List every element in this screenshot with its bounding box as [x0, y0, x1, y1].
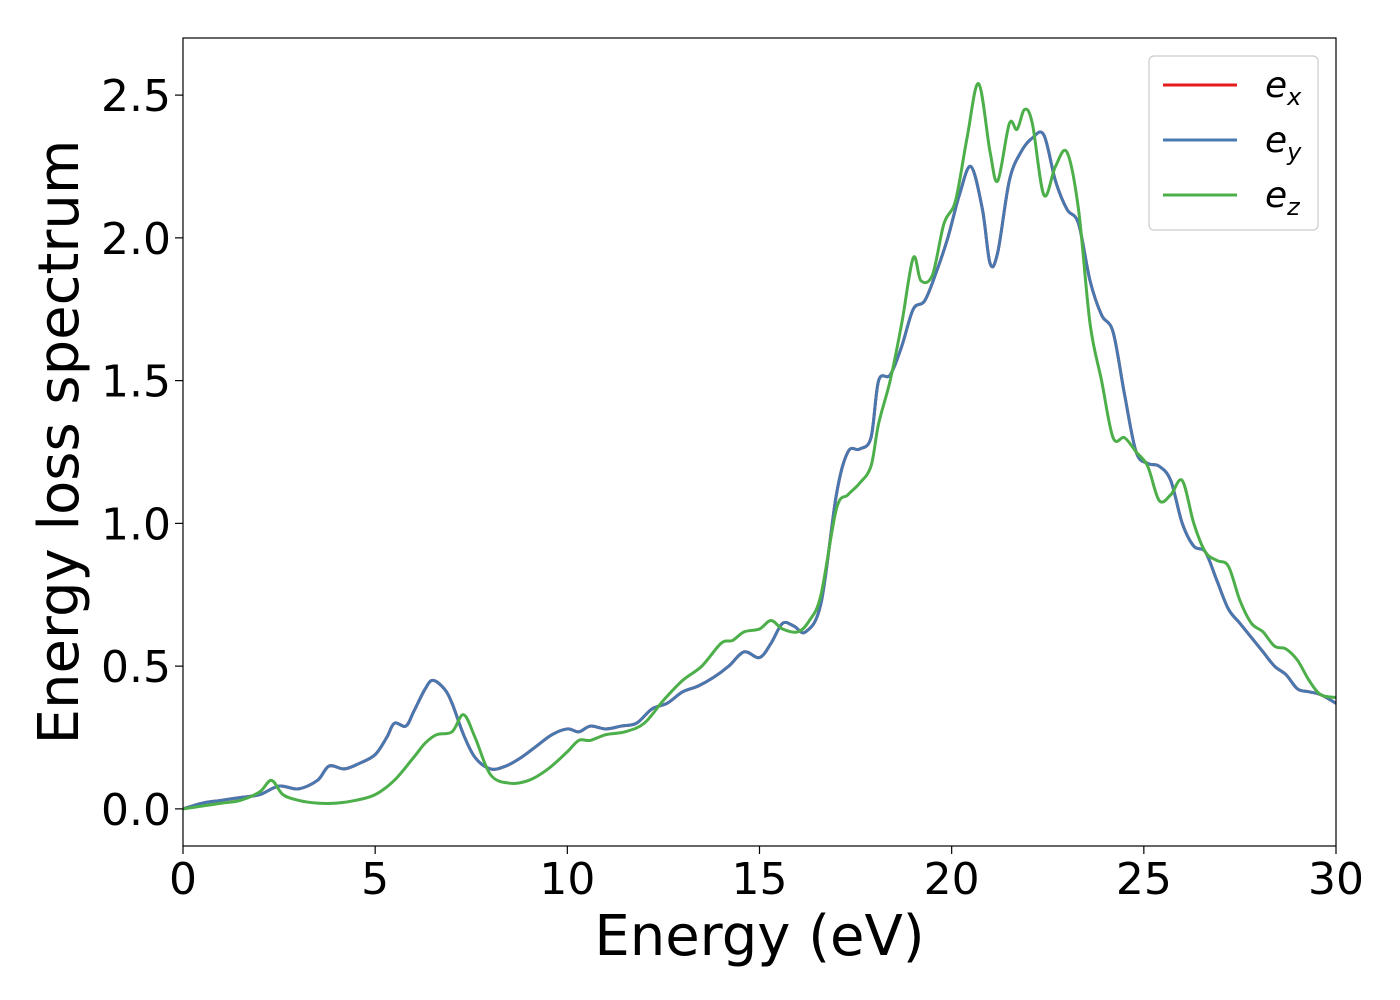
series-line-z	[182, 82, 1337, 811]
y-tick-label: 1.0	[101, 499, 171, 550]
series-layer	[182, 82, 1337, 811]
y-axis-label: Energy loss spectrum	[27, 140, 92, 745]
y-tick-label: 0.0	[101, 785, 171, 836]
y-tick-label: 1.5	[101, 357, 171, 408]
x-tick-label: 5	[361, 854, 389, 905]
series-line-y	[182, 130, 1337, 811]
y-axis: 0.0 0.5 1.0 1.5 2.0 2.5	[101, 71, 183, 836]
x-tick-label: 10	[539, 854, 595, 905]
y-tick-label: 0.5	[101, 642, 171, 693]
legend-box	[1148, 55, 1319, 231]
x-tick-label: 0	[169, 854, 197, 905]
y-tick-label: 2.5	[101, 71, 171, 122]
x-tick-label: 20	[924, 854, 980, 905]
y-tick-label: 2.0	[101, 214, 171, 265]
x-axis-label: Energy (eV)	[594, 904, 924, 969]
x-tick-label: 15	[732, 854, 788, 905]
x-tick-label: 30	[1308, 854, 1364, 905]
x-tick-label: 25	[1116, 854, 1172, 905]
x-axis: 0 5 10 15 20 25 30	[169, 846, 1364, 905]
